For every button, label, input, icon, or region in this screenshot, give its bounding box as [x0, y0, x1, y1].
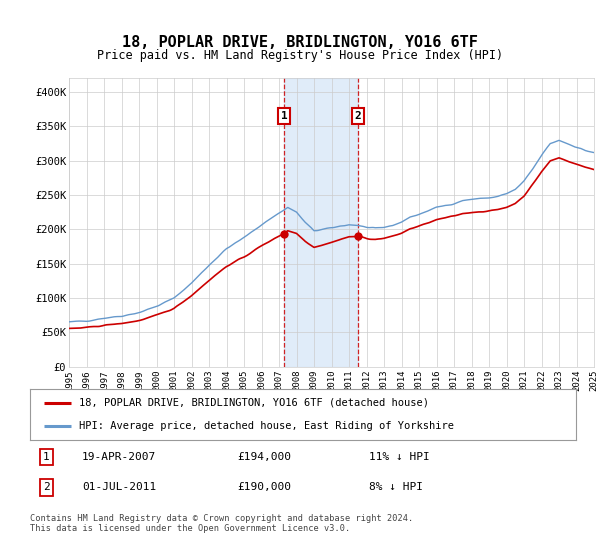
Text: £190,000: £190,000 [238, 483, 292, 492]
Text: £194,000: £194,000 [238, 452, 292, 462]
Text: 18, POPLAR DRIVE, BRIDLINGTON, YO16 6TF (detached house): 18, POPLAR DRIVE, BRIDLINGTON, YO16 6TF … [79, 398, 429, 408]
Bar [284, 78, 358, 367]
Text: 19-APR-2007: 19-APR-2007 [82, 452, 156, 462]
Text: 18, POPLAR DRIVE, BRIDLINGTON, YO16 6TF: 18, POPLAR DRIVE, BRIDLINGTON, YO16 6TF [122, 35, 478, 50]
Text: 01-JUL-2011: 01-JUL-2011 [82, 483, 156, 492]
Text: 11% ↓ HPI: 11% ↓ HPI [368, 452, 429, 462]
Text: 1: 1 [281, 111, 287, 121]
Text: 8% ↓ HPI: 8% ↓ HPI [368, 483, 422, 492]
Text: 2: 2 [43, 483, 50, 492]
Text: Price paid vs. HM Land Registry's House Price Index (HPI): Price paid vs. HM Land Registry's House … [97, 49, 503, 62]
Text: 1: 1 [43, 452, 50, 462]
Text: 2: 2 [355, 111, 361, 121]
Text: HPI: Average price, detached house, East Riding of Yorkshire: HPI: Average price, detached house, East… [79, 421, 454, 431]
Text: Contains HM Land Registry data © Crown copyright and database right 2024.
This d: Contains HM Land Registry data © Crown c… [30, 514, 413, 534]
